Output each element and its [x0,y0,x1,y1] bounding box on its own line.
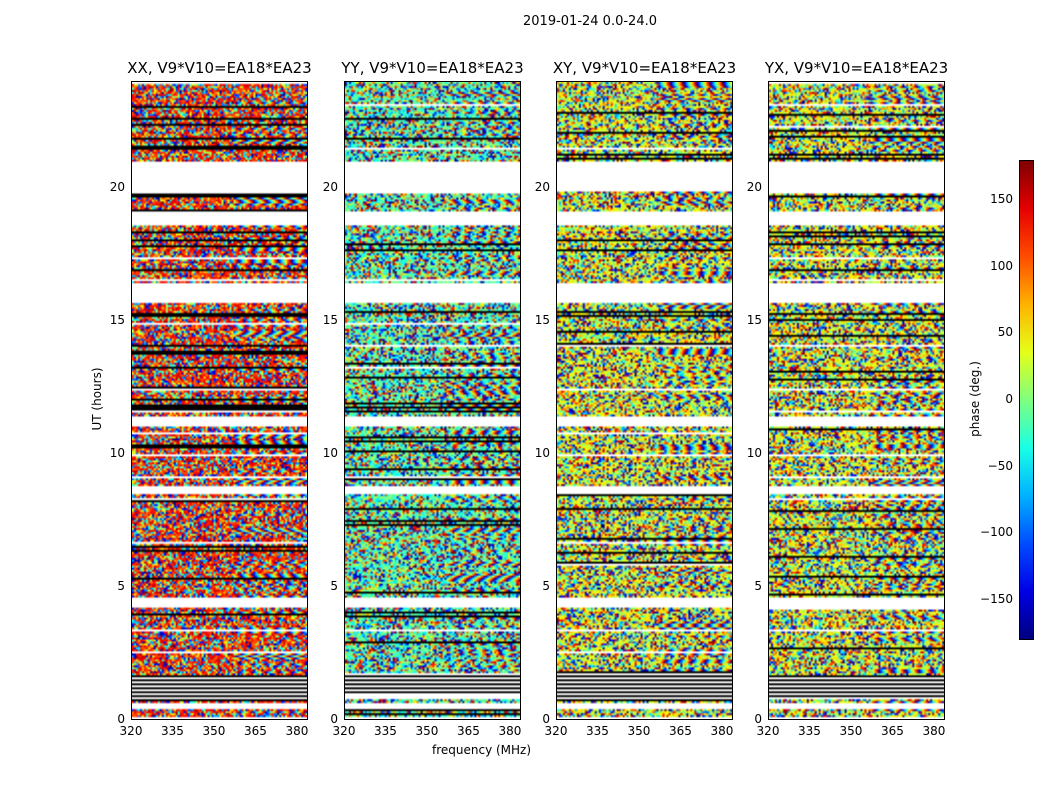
x-tick-label: 350 [202,724,226,738]
heatmap-panel [131,81,308,720]
y-tick-label: 0 [117,712,125,726]
y-tick-label: 10 [109,445,125,460]
x-tick-label: 335 [798,724,821,738]
x-tick-label: 380 [710,724,734,738]
y-tick-label: 5 [330,578,338,593]
colorbar-tick-label: 100 [990,258,1013,273]
heatmap-cells [132,82,307,719]
y-tick-label: 10 [534,445,550,460]
panel-title: YY, V9*V10=EA18*EA23 [341,59,524,77]
y-tick-label: 20 [109,179,125,194]
y-tick-label: 20 [322,179,338,194]
x-tick-label: 365 [457,724,480,738]
y-tick-label: 5 [542,578,550,593]
x-tick-label: 365 [669,724,692,738]
heatmap-panel [556,81,733,720]
x-tick-label: 350 [627,724,651,738]
panel-title: XY, V9*V10=EA18*EA23 [552,59,737,77]
x-tick-label: 365 [244,724,267,738]
colorbar-tick-label: 50 [997,325,1013,340]
y-tick-label: 0 [542,712,550,726]
colorbar-label: phase (deg.) [968,361,982,437]
colorbar [1019,160,1034,640]
heatmap-panel [768,81,945,720]
colorbar-tick-label: −100 [980,525,1013,540]
y-tick-label: 20 [746,179,762,194]
y-tick-label: 15 [534,312,550,327]
x-tick-label: 320 [544,724,568,738]
x-tick-label: 350 [839,724,863,738]
heatmap-cells [345,82,520,719]
panel-title: YX, V9*V10=EA18*EA23 [764,59,949,77]
colorbar-tick-label: 150 [990,192,1013,206]
x-tick-label: 350 [415,724,439,738]
heatmap-cells [557,82,732,719]
y-tick-label: 20 [534,179,550,194]
panel-title: XX, V9*V10=EA18*EA23 [127,59,312,77]
x-tick-label: 335 [374,724,397,738]
x-tick-label: 335 [161,724,184,738]
colorbar-tick-label: −150 [980,592,1013,606]
x-tick-label: 335 [586,724,609,738]
y-axis-label: UT (hours) [90,367,104,431]
x-tick-label: 320 [332,724,356,738]
y-tick-label: 15 [322,312,338,327]
x-tick-label: 380 [498,724,522,738]
y-tick-label: 10 [746,445,762,460]
colorbar-tick-label: −50 [987,458,1013,473]
x-tick-label: 365 [881,724,904,738]
y-tick-label: 5 [754,578,762,593]
x-tick-label: 380 [285,724,309,738]
heatmap-panel [344,81,521,720]
x-tick-label: 320 [119,724,143,738]
y-tick-label: 10 [322,445,338,460]
heatmap-cells [769,82,944,719]
y-tick-label: 15 [109,312,125,327]
colorbar-tick-label: 0 [1005,392,1013,406]
x-tick-label: 320 [756,724,780,738]
y-tick-label: 0 [754,712,762,726]
x-axis-label: frequency (MHz) [432,743,532,757]
y-tick-label: 15 [746,312,762,327]
figure-title: 2019-01-24 0.0-24.0 [523,14,657,29]
y-tick-label: 0 [330,712,338,726]
y-tick-label: 5 [117,578,125,593]
x-tick-label: 380 [922,724,946,738]
